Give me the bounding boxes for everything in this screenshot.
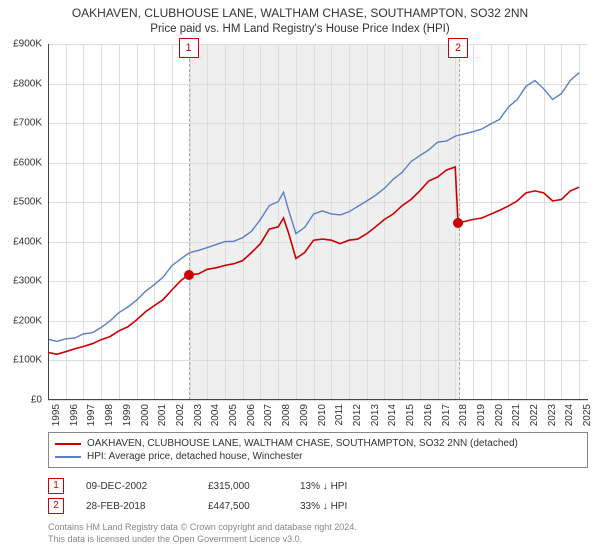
x-tick-label: 2000 xyxy=(140,404,151,426)
sale-date: 09-DEC-2002 xyxy=(86,481,186,492)
title-line1: OAKHAVEN, CLUBHOUSE LANE, WALTHAM CHASE,… xyxy=(0,6,600,22)
x-tick-label: 2025 xyxy=(582,404,593,426)
x-tick-label: 2021 xyxy=(511,404,522,426)
plot-area: £0£100K£200K£300K£400K£500K£600K£700K£80… xyxy=(48,44,588,400)
x-tick-label: 2017 xyxy=(441,404,452,426)
legend-swatch-hpi xyxy=(55,456,81,458)
x-tick-label: 2024 xyxy=(564,404,575,426)
footnote-line2: This data is licensed under the Open Gov… xyxy=(48,534,588,546)
x-tick-label: 2005 xyxy=(228,404,239,426)
legend-label-hpi: HPI: Average price, detached house, Winc… xyxy=(87,451,303,462)
sale-hpi-diff: 13% ↓ HPI xyxy=(300,481,390,492)
sale-hpi-diff: 33% ↓ HPI xyxy=(300,501,390,512)
footnote-line1: Contains HM Land Registry data © Crown c… xyxy=(48,522,588,534)
bottom-block: OAKHAVEN, CLUBHOUSE LANE, WALTHAM CHASE,… xyxy=(48,432,588,545)
sale-price: £447,500 xyxy=(208,501,278,512)
sale-number-badge: 2 xyxy=(48,498,64,514)
x-tick-label: 1995 xyxy=(51,404,62,426)
x-tick-label: 2002 xyxy=(175,404,186,426)
y-tick-label: £700K xyxy=(13,118,42,129)
x-tick-label: 2009 xyxy=(299,404,310,426)
x-tick-label: 2010 xyxy=(317,404,328,426)
x-tick-label: 2014 xyxy=(387,404,398,426)
legend-swatch-property xyxy=(55,443,81,445)
x-tick-label: 2011 xyxy=(334,404,345,426)
x-tick-label: 2008 xyxy=(281,404,292,426)
x-tick-label: 2007 xyxy=(263,404,274,426)
x-tick-label: 2001 xyxy=(157,404,168,426)
y-tick-label: £800K xyxy=(13,78,42,89)
gridline-horizontal xyxy=(48,400,588,401)
title-block: OAKHAVEN, CLUBHOUSE LANE, WALTHAM CHASE,… xyxy=(0,0,600,37)
y-tick-label: £200K xyxy=(13,315,42,326)
sale-row: 1 09-DEC-2002 £315,000 13% ↓ HPI xyxy=(48,476,588,496)
line-series-svg xyxy=(48,44,588,400)
title-line2: Price paid vs. HM Land Registry's House … xyxy=(0,22,600,37)
legend-row-hpi: HPI: Average price, detached house, Winc… xyxy=(55,450,581,463)
x-tick-label: 1996 xyxy=(69,404,80,426)
x-tick-label: 1999 xyxy=(122,404,133,426)
y-tick-label: £600K xyxy=(13,157,42,168)
x-tick-label: 2003 xyxy=(193,404,204,426)
x-tick-label: 2019 xyxy=(476,404,487,426)
sale-price: £315,000 xyxy=(208,481,278,492)
x-tick-label: 2015 xyxy=(405,404,416,426)
x-tick-label: 2016 xyxy=(423,404,434,426)
x-tick-label: 1997 xyxy=(86,404,97,426)
chart-container: OAKHAVEN, CLUBHOUSE LANE, WALTHAM CHASE,… xyxy=(0,0,600,560)
footnote: Contains HM Land Registry data © Crown c… xyxy=(48,522,588,545)
sale-date: 28-FEB-2018 xyxy=(86,501,186,512)
x-tick-label: 2004 xyxy=(210,404,221,426)
series-hpi xyxy=(48,73,579,342)
x-axis-line xyxy=(48,399,588,400)
y-axis-line xyxy=(48,44,49,400)
y-tick-label: £900K xyxy=(13,39,42,50)
x-tick-label: 1998 xyxy=(104,404,115,426)
y-tick-label: £100K xyxy=(13,355,42,366)
sales-table: 1 09-DEC-2002 £315,000 13% ↓ HPI 2 28-FE… xyxy=(48,476,588,516)
x-tick-label: 2018 xyxy=(458,404,469,426)
legend-row-property: OAKHAVEN, CLUBHOUSE LANE, WALTHAM CHASE,… xyxy=(55,437,581,450)
y-tick-label: £300K xyxy=(13,276,42,287)
y-tick-label: £500K xyxy=(13,197,42,208)
legend-label-property: OAKHAVEN, CLUBHOUSE LANE, WALTHAM CHASE,… xyxy=(87,438,518,449)
sale-number-badge: 1 xyxy=(48,478,64,494)
x-tick-label: 2012 xyxy=(352,404,363,426)
legend-box: OAKHAVEN, CLUBHOUSE LANE, WALTHAM CHASE,… xyxy=(48,432,588,468)
x-tick-label: 2022 xyxy=(529,404,540,426)
x-tick-label: 2020 xyxy=(494,404,505,426)
x-tick-label: 2013 xyxy=(370,404,381,426)
x-tick-label: 2006 xyxy=(246,404,257,426)
series-property xyxy=(48,167,579,354)
y-tick-label: £400K xyxy=(13,236,42,247)
y-tick-label: £0 xyxy=(31,395,42,406)
x-tick-label: 2023 xyxy=(547,404,558,426)
sale-row: 2 28-FEB-2018 £447,500 33% ↓ HPI xyxy=(48,496,588,516)
